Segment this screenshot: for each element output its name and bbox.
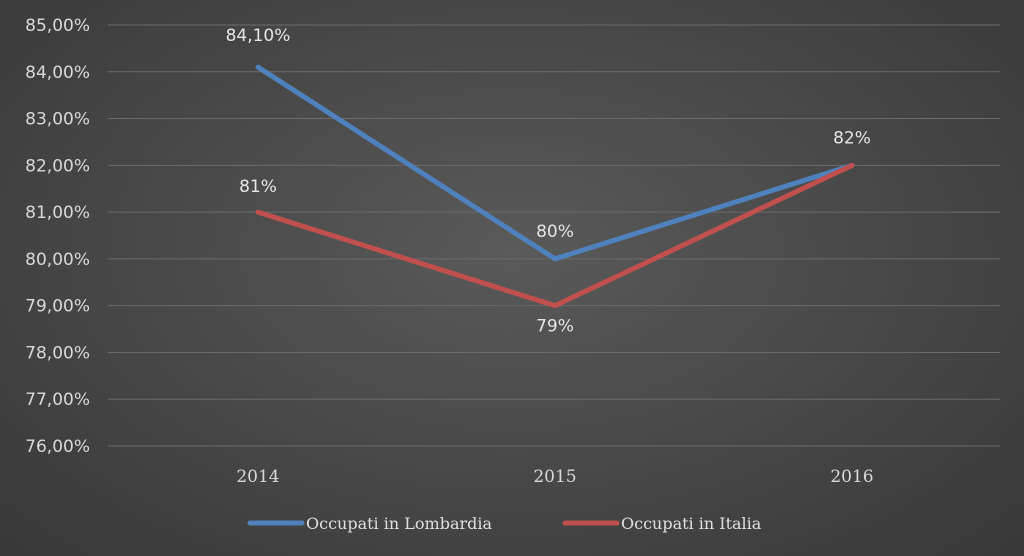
y-tick-label: 78,00% [25, 343, 90, 363]
y-tick-label: 85,00% [25, 16, 90, 36]
data-label: 82% [833, 128, 871, 148]
data-label: 80% [536, 222, 574, 242]
y-tick-label: 84,00% [25, 63, 90, 83]
data-label: 79% [536, 317, 574, 337]
x-tick-label: 2014 [236, 467, 279, 487]
y-tick-label: 80,00% [25, 250, 90, 270]
y-tick-label: 81,00% [25, 203, 90, 223]
series-line-italia [255, 162, 855, 309]
series-line-lombardia [255, 64, 855, 262]
data-label: 81% [239, 177, 277, 197]
data-label: 84,10% [226, 26, 291, 46]
y-tick-label: 79,00% [25, 297, 90, 317]
data-labels: 84,10% 80% 82% 81% 79% [226, 26, 871, 337]
legend: Occupati in Lombardia Occupati in Italia [247, 514, 762, 533]
y-tick-label: 83,00% [25, 110, 90, 130]
legend-label: Occupati in Italia [621, 514, 762, 533]
y-tick-label: 82,00% [25, 156, 90, 176]
y-tick-label: 77,00% [25, 390, 90, 410]
y-axis-ticks: 85,00% 84,00% 83,00% 82,00% 81,00% 80,00% 79,0… [25, 16, 90, 457]
x-tick-label: 2015 [533, 467, 576, 487]
x-axis-ticks: 2014 2015 2016 [236, 467, 873, 487]
y-tick-label: 76,00% [25, 437, 90, 457]
x-tick-label: 2016 [830, 467, 873, 487]
legend-label: Occupati in Lombardia [306, 514, 492, 533]
series-lines [255, 64, 855, 309]
